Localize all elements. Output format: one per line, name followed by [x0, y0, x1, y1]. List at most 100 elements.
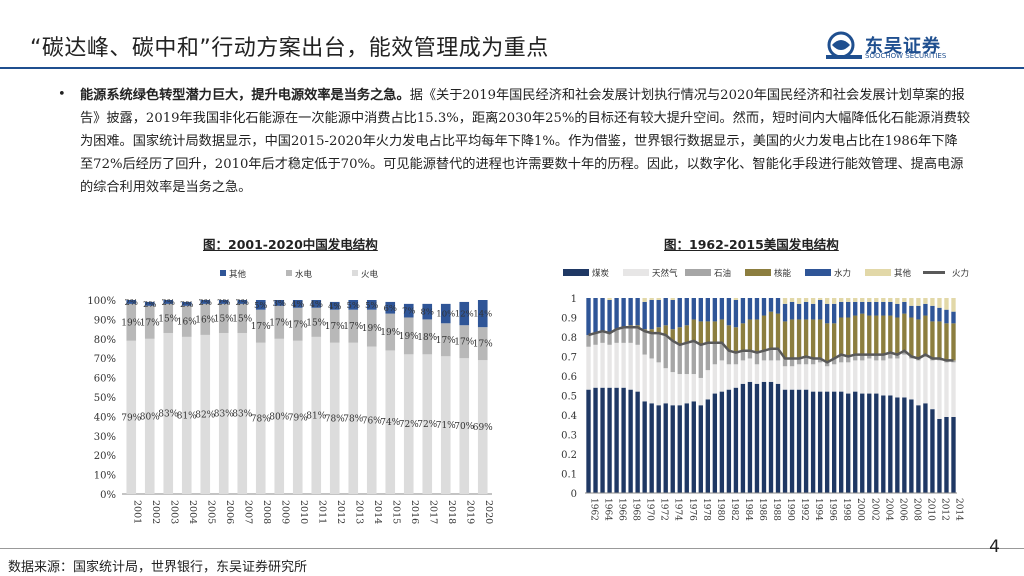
bar-水力 [930, 305, 935, 322]
data-label: 8% [421, 308, 435, 318]
bar-水力 [642, 301, 647, 330]
x-tick-label: 1970 [645, 498, 655, 521]
bar-煤炭 [726, 389, 732, 493]
bar-天然气 [691, 374, 696, 402]
bar-核能 [789, 319, 795, 359]
bar-核能 [663, 325, 668, 336]
bar-石油 [902, 350, 907, 355]
x-tick-label: 2014 [372, 500, 383, 524]
bar-天然气 [867, 358, 872, 394]
bar-水力 [951, 311, 956, 324]
bar-其他 [895, 298, 900, 304]
legend-swatch-水力 [805, 269, 831, 276]
bar-水电 [218, 303, 229, 333]
y-tick-label: 0 [571, 489, 577, 500]
bar-核能 [874, 315, 879, 355]
bar-石油 [586, 335, 591, 347]
bar-火电 [311, 336, 322, 494]
bar-核能 [867, 315, 872, 355]
bar-其他 [255, 300, 266, 310]
data-label: 17% [140, 318, 160, 328]
bar-水力 [902, 301, 907, 314]
bar-其他 [218, 300, 229, 304]
bar-石油 [635, 327, 640, 345]
bar-水电 [385, 313, 396, 351]
data-label: 82% [195, 410, 215, 420]
y-tick-label: 100% [87, 296, 116, 307]
bar-水力 [867, 301, 872, 316]
bar-水力 [768, 298, 774, 312]
bar-火电 [163, 332, 174, 494]
bar-石油 [677, 344, 682, 375]
bar-水力 [881, 301, 886, 316]
footer-rule [0, 548, 1024, 549]
x-tick-label: 1962 [589, 498, 599, 521]
bar-天然气 [888, 358, 893, 396]
bar-天然气 [761, 360, 767, 382]
bar-水力 [726, 298, 732, 326]
bar-石油 [803, 356, 809, 365]
bar-其他 [477, 300, 488, 328]
bar-煤炭 [593, 387, 598, 493]
bar-石油 [789, 358, 795, 367]
x-tick-label: 2014 [953, 498, 963, 521]
bar-其他 [803, 298, 809, 302]
bar-煤炭 [860, 393, 865, 493]
bar-其他 [930, 298, 935, 306]
data-label: 17% [251, 322, 271, 332]
bar-火电 [477, 360, 488, 494]
bar-石油 [853, 354, 858, 361]
bar-水力 [712, 298, 718, 322]
bar-煤炭 [796, 389, 802, 493]
data-label: 69% [473, 423, 493, 433]
bar-核能 [937, 321, 942, 359]
x-tick-label: 2006 [224, 500, 235, 524]
bar-核能 [817, 319, 823, 359]
bar-核能 [782, 321, 788, 359]
legend-swatch-核能 [745, 269, 771, 276]
bar-煤炭 [916, 405, 921, 493]
bar-煤炭 [663, 403, 668, 493]
x-tick-label: 2005 [205, 500, 216, 524]
us-generation-chart: 煤炭 天然气 石油 核能 水力 其他 火力 0 0.1 0.2 0.3 0.4 0.5 0.6 0.7 0.8… [561, 268, 969, 521]
bar-其他 [789, 298, 795, 302]
bar-煤炭 [839, 391, 844, 493]
bar-核能 [719, 319, 725, 343]
bar-天然气 [782, 366, 788, 390]
legend-label: 水电 [295, 269, 313, 280]
legend-swatch-石油 [685, 269, 711, 276]
bar-核能 [740, 323, 746, 351]
bar-天然气 [839, 362, 844, 392]
bar-天然气 [923, 356, 928, 404]
bar-水电 [311, 307, 322, 337]
data-label: 16% [177, 317, 197, 327]
bar-水力 [775, 298, 781, 314]
bar-天然气 [586, 346, 591, 390]
data-label: 18% [417, 333, 437, 343]
bar-石油 [775, 348, 781, 361]
bar-水力 [656, 299, 661, 328]
data-label: 2% [180, 300, 194, 310]
bar-天然气 [726, 364, 732, 390]
bar-核能 [846, 317, 851, 357]
chart1-title: 图：2001-2020中国发电结构 [203, 237, 378, 252]
bar-其他 [311, 300, 322, 308]
bar-水力 [789, 301, 795, 320]
x-tick-label: 2018 [446, 500, 457, 524]
bar-其他 [951, 298, 956, 312]
x-tick-label: 2016 [409, 500, 420, 524]
bar-煤炭 [782, 389, 788, 493]
bar-水力 [586, 298, 591, 336]
bar-核能 [824, 323, 830, 363]
bar-核能 [853, 315, 858, 355]
bar-天然气 [628, 342, 633, 390]
bar-天然气 [649, 358, 654, 404]
bar-火电 [181, 336, 192, 494]
x-tick-label: 2012 [939, 498, 949, 521]
bar-水电 [237, 303, 248, 333]
bar-天然气 [775, 360, 781, 384]
bar-水力 [705, 298, 711, 322]
bar-水力 [747, 298, 753, 320]
bar-煤炭 [740, 383, 746, 493]
data-label: 15% [214, 314, 234, 324]
